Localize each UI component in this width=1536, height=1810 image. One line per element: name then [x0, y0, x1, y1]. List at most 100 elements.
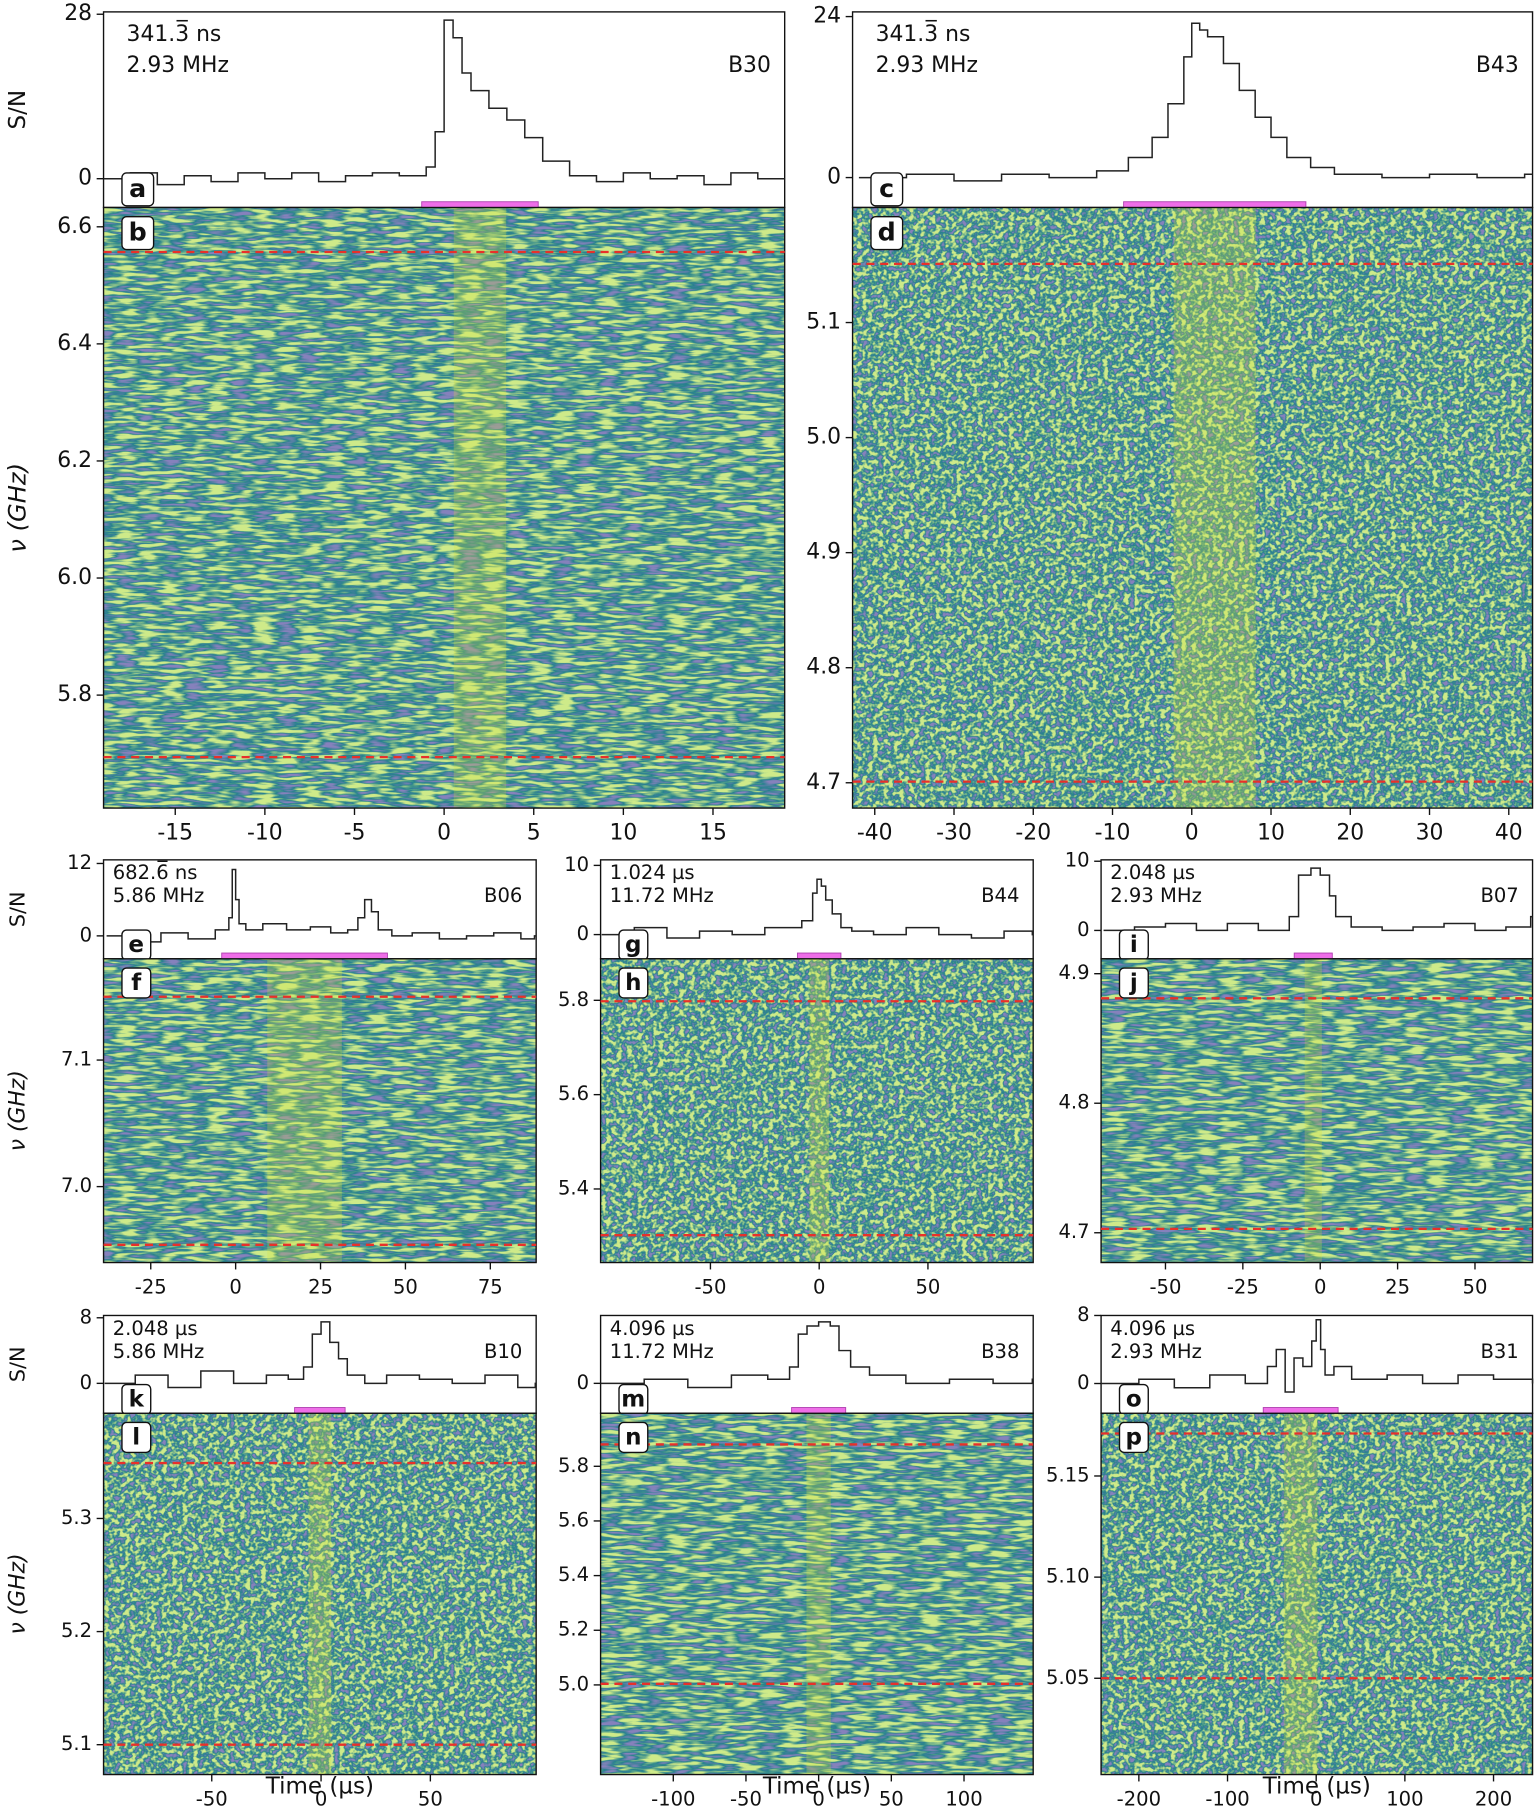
- panel-label-text: e: [128, 932, 144, 958]
- panel-label: j: [1118, 967, 1149, 999]
- profile-line: [106, 868, 537, 943]
- x-tick-label: 50: [393, 1275, 418, 1298]
- x-tick-label: 50: [879, 1787, 904, 1806]
- panel-label: h: [618, 967, 649, 999]
- panel-label-text: l: [132, 1424, 140, 1450]
- panel-label-text: j: [1129, 970, 1138, 996]
- y-axis-title: S/N: [5, 892, 29, 928]
- y-tick-label: 4.9: [806, 540, 841, 565]
- resolution-note: 5.86 MHz: [113, 1340, 205, 1363]
- resolution-note: 2.048 µs: [1110, 861, 1195, 884]
- y-tick-label: 4.7: [1058, 1220, 1089, 1243]
- x-tick-label: -100: [1205, 1787, 1249, 1806]
- x-tick-label: 15: [699, 820, 727, 845]
- y-tick-label: 5.1: [61, 1732, 92, 1755]
- panel-label-box: [618, 1421, 649, 1454]
- y-tick-label: 7.0: [61, 1174, 92, 1197]
- burst-glow: [1173, 207, 1256, 809]
- x-tick-label: 0: [812, 1787, 824, 1806]
- burst-name: B06: [484, 884, 522, 907]
- burst-glow: [308, 1413, 332, 1775]
- x-tick-label: 25: [308, 1275, 333, 1298]
- y-axis-title: ν (GHz): [5, 1070, 30, 1151]
- y-axis-title: S/N: [5, 90, 31, 130]
- panel-label-text: b: [129, 218, 147, 247]
- resolution-note: 5.86 MHz: [113, 884, 205, 907]
- burst-glow: [1283, 1413, 1318, 1775]
- burst-name: B44: [981, 884, 1019, 907]
- panel-label-box: [121, 1421, 152, 1454]
- x-tick-label: 0: [315, 1787, 327, 1806]
- y-tick-label: 5.1: [806, 310, 841, 335]
- x-tick-label: 10: [1257, 820, 1285, 845]
- y-tick-label: 5.0: [806, 425, 841, 450]
- panel-label: a: [121, 172, 155, 207]
- y-tick-label: 5.2: [558, 1618, 589, 1641]
- profile-line: [103, 19, 785, 186]
- spectrum-frame: [1100, 958, 1534, 1264]
- spectrum-noise: [103, 958, 537, 1263]
- burst-name: B10: [484, 1340, 522, 1363]
- panel-label-text: g: [625, 932, 641, 958]
- x-tick-label: 100: [945, 1787, 982, 1806]
- panel-label-box: [121, 967, 152, 999]
- resolution-note: 1.024 µs: [610, 861, 695, 884]
- y-axis-title: ν (GHz): [5, 1553, 30, 1634]
- x-tick-label: -50: [1149, 1275, 1181, 1298]
- y-tick-label: 8: [80, 1305, 92, 1328]
- x-tick-label: 5: [527, 820, 541, 845]
- y-tick-label: 6.0: [57, 565, 92, 590]
- panel-label-text: o: [1126, 1386, 1142, 1412]
- profile-frame: [599, 859, 1034, 960]
- y-tick-label: 5.2: [61, 1619, 92, 1642]
- panel-label: p: [1118, 1421, 1149, 1454]
- x-tick-label: 0: [813, 1275, 825, 1298]
- y-tick-label: 5.10: [1046, 1565, 1090, 1588]
- y-tick-label: 4.8: [1058, 1091, 1089, 1114]
- panel-label-text: a: [129, 174, 146, 203]
- panel-label-text: h: [625, 970, 641, 996]
- y-tick-label: 10: [1065, 849, 1090, 872]
- y-tick-label: 5.6: [558, 1082, 589, 1105]
- y-tick-label: 7.1: [61, 1048, 92, 1071]
- spectrum-noise: [600, 958, 1034, 1263]
- panel-label: o: [1118, 1383, 1149, 1416]
- burst-glow: [267, 958, 342, 1263]
- y-tick-label: 6.2: [57, 448, 92, 473]
- y-tick-label: 0: [577, 1371, 589, 1394]
- resolution-note: 2.93 MHz: [876, 53, 978, 78]
- burst-glow: [1304, 958, 1322, 1263]
- profile-frame: [1100, 859, 1534, 960]
- resolution-note: 2.93 MHz: [1110, 1340, 1202, 1363]
- burst-name: B31: [1480, 1340, 1518, 1363]
- y-tick-label: 0: [577, 922, 589, 945]
- x-tick-label: -50: [694, 1275, 726, 1298]
- panel-label-text: p: [1126, 1424, 1142, 1450]
- spectrum-noise: [600, 1413, 1034, 1775]
- x-tick-label: -50: [196, 1787, 228, 1806]
- y-tick-label: 10: [564, 853, 589, 876]
- x-tick-label: -100: [651, 1787, 695, 1806]
- x-axis-title: Time (µs): [1262, 1774, 1371, 1800]
- panel-label-box: [870, 215, 904, 251]
- y-tick-label: 0: [1077, 1371, 1089, 1394]
- y-tick-label: 5.8: [558, 988, 589, 1011]
- panel-label-text: k: [129, 1386, 145, 1412]
- spectrum-noise: [1101, 1413, 1533, 1775]
- y-tick-label: 5.4: [558, 1176, 589, 1199]
- profile-line: [601, 878, 1034, 939]
- y-tick-label: 5.4: [558, 1563, 589, 1586]
- x-tick-label: 0: [1310, 1787, 1322, 1806]
- x-tick-label: 0: [437, 820, 451, 845]
- profile-frame: [599, 1314, 1034, 1414]
- x-tick-label: 50: [1463, 1275, 1488, 1298]
- spectrum-frame: [851, 206, 1534, 809]
- panel-label: k: [121, 1383, 152, 1416]
- x-axis-title: Time (µs): [265, 1774, 374, 1800]
- spectrum-frame: [599, 958, 1034, 1264]
- x-tick-label: -25: [135, 1275, 167, 1298]
- y-axis-title: ν (GHz): [3, 463, 31, 553]
- x-tick-label: 75: [478, 1275, 503, 1298]
- burst-name: B43: [1476, 53, 1519, 78]
- x-tick-label: 100: [1386, 1787, 1423, 1806]
